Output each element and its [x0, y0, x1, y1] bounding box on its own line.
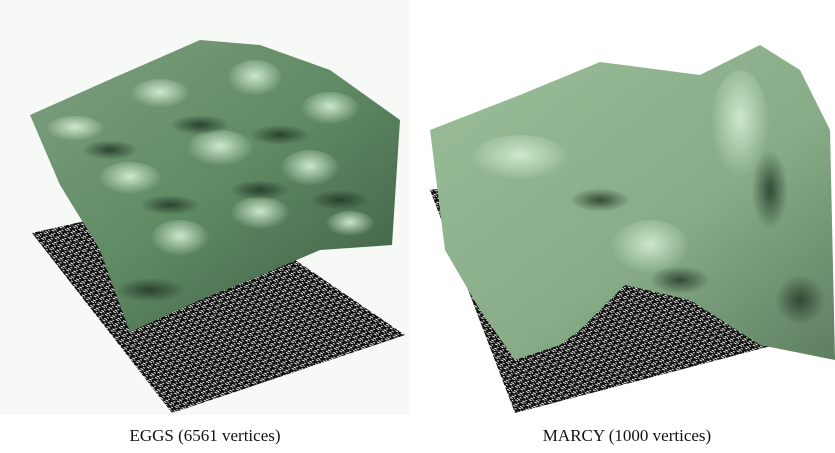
caption: EGGS (6561 vertices)	[0, 426, 410, 446]
figure-images	[0, 0, 835, 420]
eggs-render	[0, 0, 410, 415]
page: {"figures": [{"caption": "EGGS (6561 ver…	[0, 0, 835, 453]
marcy-render	[418, 30, 835, 415]
caption: MARCY (1000 vertices)	[422, 426, 832, 446]
